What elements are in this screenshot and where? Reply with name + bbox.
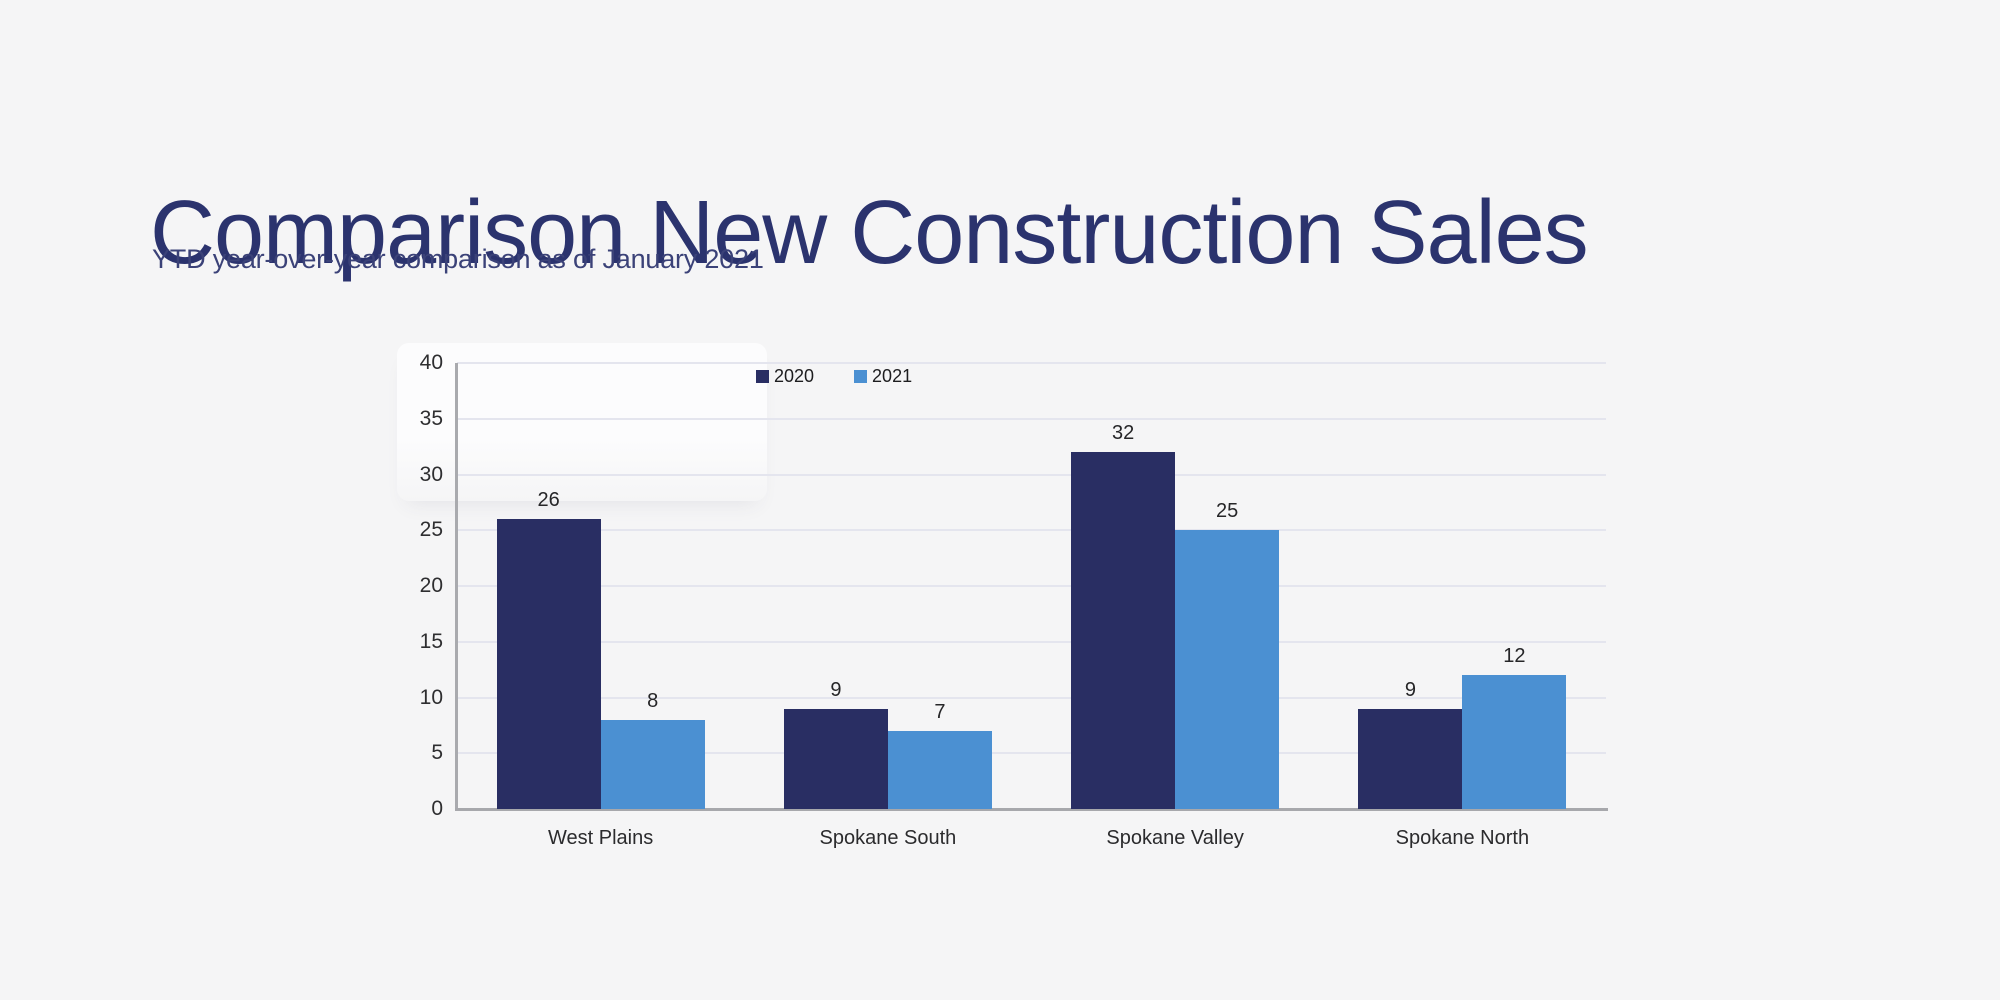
gridline	[457, 752, 1606, 755]
bar-value-label: 32	[1112, 422, 1135, 445]
bar-value-label: 26	[537, 489, 560, 512]
gridline	[457, 529, 1606, 532]
gridline	[457, 417, 1606, 420]
page-subtitle: YTD year-over-year comparison as of Janu…	[152, 244, 764, 274]
bar-2020-spokane-south	[783, 708, 888, 809]
bar-value-label: 8	[647, 689, 659, 712]
legend-label: 2020	[774, 366, 815, 386]
gridline	[457, 473, 1606, 476]
x-category-label: Spokane North	[1395, 827, 1530, 849]
legend-item-2020: 2020	[756, 367, 814, 385]
bar-2021-spokane-valley	[1175, 530, 1280, 809]
y-tick-label: 35	[419, 406, 443, 430]
bar-value-label: 25	[1216, 500, 1239, 523]
y-axis-line	[455, 363, 458, 811]
chart-legend: 2020 2021	[756, 367, 912, 385]
y-tick-label: 25	[419, 518, 443, 542]
x-category-label: Spokane Valley	[1106, 827, 1244, 849]
bar-2021-spokane-south	[887, 730, 992, 809]
x-category-label: Spokane South	[819, 827, 957, 849]
panel-highlight-decoration	[397, 343, 767, 501]
y-tick-label: 15	[419, 629, 443, 653]
y-tick-label: 5	[431, 741, 443, 765]
legend-item-2021: 2021	[854, 367, 912, 385]
gridline	[457, 362, 1606, 364]
bar-2021-spokane-north	[1462, 675, 1567, 809]
legend-label: 2021	[872, 366, 913, 386]
y-tick-label: 0	[431, 797, 443, 820]
page-title: Comparison New Construction Sales	[150, 183, 1589, 284]
legend-swatch-2021	[854, 369, 868, 383]
gridline	[457, 640, 1606, 643]
gridline	[457, 585, 1606, 587]
bar-2021-west-plains	[600, 719, 705, 809]
bar-value-label: 9	[1404, 678, 1416, 701]
x-axis-line	[455, 808, 1608, 811]
gridline	[457, 696, 1606, 699]
bar-value-label: 12	[1503, 645, 1526, 668]
bar-2020-west-plains	[496, 519, 601, 809]
bar-2020-spokane-north	[1358, 708, 1463, 809]
y-tick-label: 40	[419, 351, 443, 374]
legend-swatch-2020	[756, 369, 769, 383]
y-tick-label: 30	[419, 462, 443, 486]
x-category-label: West Plains	[548, 827, 654, 849]
bar-2020-spokane-valley	[1071, 452, 1176, 809]
bar-value-label: 7	[934, 700, 946, 723]
y-tick-label: 10	[419, 685, 443, 709]
bar-value-label: 9	[830, 678, 842, 701]
y-tick-label: 20	[419, 574, 443, 597]
